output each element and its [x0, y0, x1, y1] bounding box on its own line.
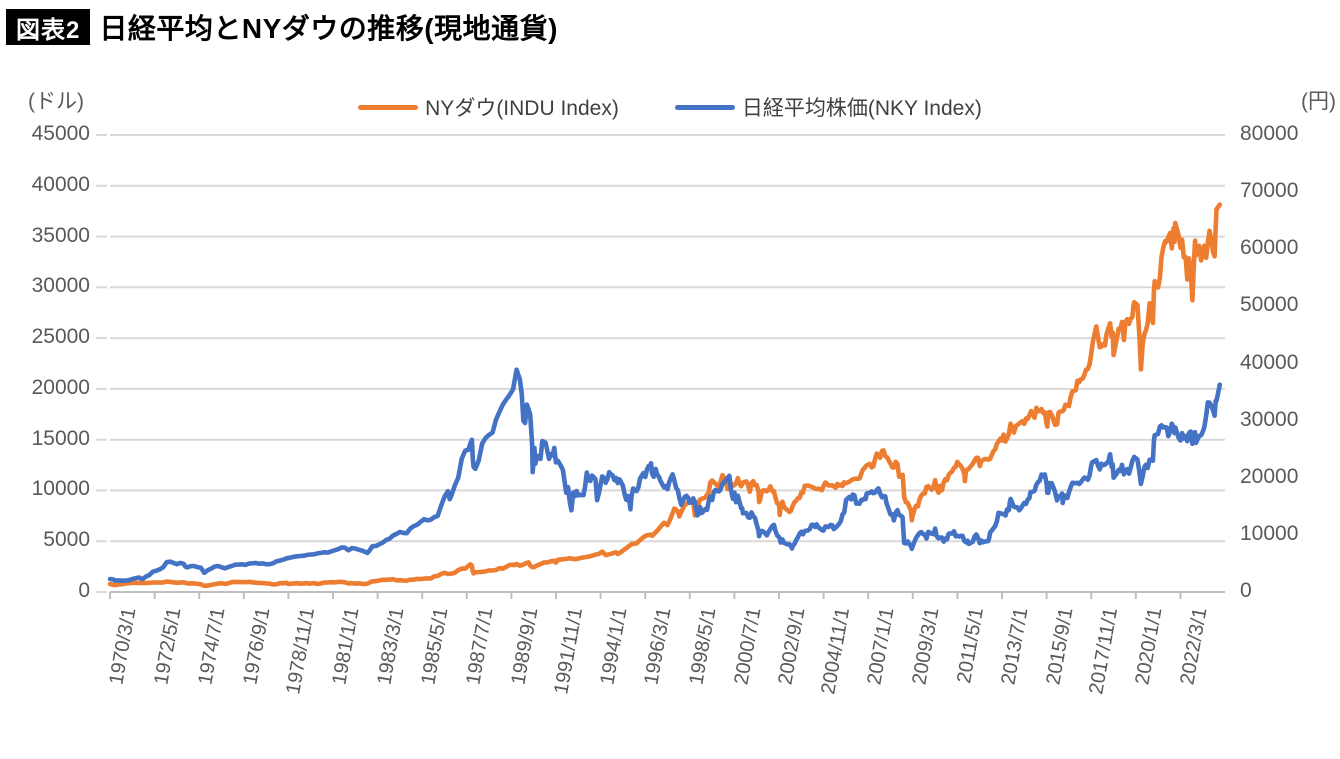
legend-label-ny-dow: NYダウ(INDU Index) — [425, 97, 619, 120]
legend-item-nikkei[interactable]: 日経平均株価(NKY Index) — [674, 92, 982, 122]
series-line-1[interactable] — [107, 367, 1223, 583]
series-line-0[interactable] — [107, 202, 1223, 589]
left-axis-unit-label: (ドル) — [28, 90, 84, 113]
figure-number-badge: 図表2 — [6, 9, 91, 45]
legend-swatch-nikkei-icon — [674, 104, 735, 110]
legend: NYダウ(INDU Index) 日経平均株価(NKY Index) — [0, 92, 1340, 122]
legend-swatch-ny-dow-icon — [358, 104, 419, 110]
legend-label-nikkei: 日経平均株価(NKY Index) — [741, 97, 982, 120]
right-axis-unit-label: (円) — [1301, 90, 1336, 113]
title-row: 図表2 日経平均とNYダウの推移(現地通貨) — [6, 7, 558, 47]
page-title: 日経平均とNYダウの推移(現地通貨) — [99, 13, 558, 44]
legend-item-ny-dow[interactable]: NYダウ(INDU Index) — [358, 92, 619, 122]
